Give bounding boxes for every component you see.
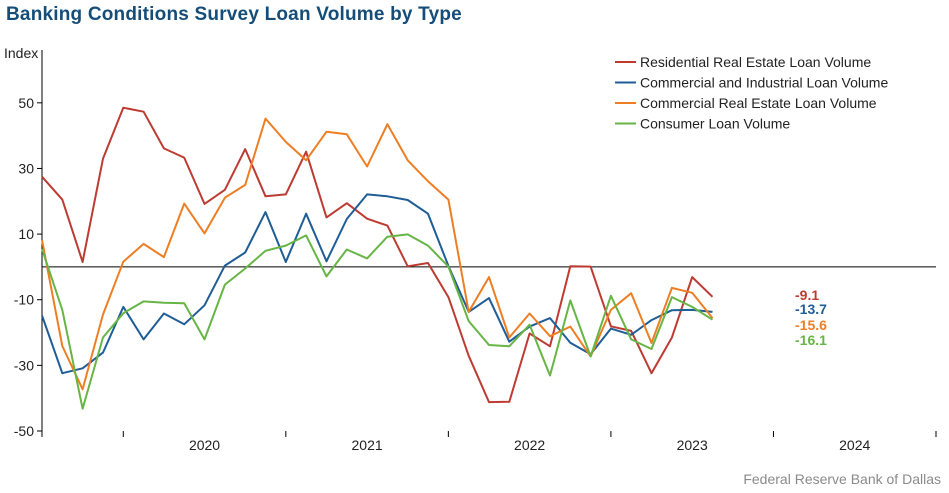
x-tick-label: 2020 — [189, 437, 220, 453]
series-line — [41, 233, 714, 410]
legend-label: Residential Real Estate Loan Volume — [640, 54, 871, 70]
legend-label: Commercial Real Estate Loan Volume — [640, 95, 877, 111]
y-tick-label: -30 — [14, 357, 34, 373]
legend: Residential Real Estate Loan Volume Comme… — [615, 54, 888, 132]
y-tick-label: 30 — [18, 160, 34, 176]
series-line — [41, 117, 714, 391]
end-value-label: -16.1 — [795, 332, 827, 348]
axes: Index -50 -30 -10 10 30 50 2020 2021 2022 2023 2024 — [4, 45, 937, 453]
x-tick-label: 2022 — [514, 437, 545, 453]
y-tick-label: 10 — [18, 226, 34, 242]
legend-label: Consumer Loan Volume — [640, 116, 790, 132]
series-line — [41, 193, 713, 375]
legend-label: Commercial and Industrial Loan Volume — [640, 75, 888, 91]
end-value-label: -13.7 — [795, 301, 827, 317]
end-labels: -9.1-13.7-15.6-16.1 — [795, 287, 827, 348]
y-tick-label: -10 — [14, 292, 34, 308]
end-value-label: -15.6 — [795, 317, 827, 333]
x-tick-label: 2021 — [352, 437, 383, 453]
x-tick-label: 2024 — [839, 437, 870, 453]
y-tick-label: 50 — [18, 95, 34, 111]
series-line — [41, 106, 714, 404]
y-tick-label: -50 — [14, 423, 34, 439]
end-value-label: -9.1 — [795, 287, 819, 303]
series-lines — [41, 106, 714, 410]
y-axis-label: Index — [4, 45, 38, 61]
x-tick-label: 2023 — [677, 437, 708, 453]
chart-title: Banking Conditions Survey Loan Volume by… — [6, 4, 462, 25]
source-note: Federal Reserve Bank of Dallas — [743, 471, 941, 487]
